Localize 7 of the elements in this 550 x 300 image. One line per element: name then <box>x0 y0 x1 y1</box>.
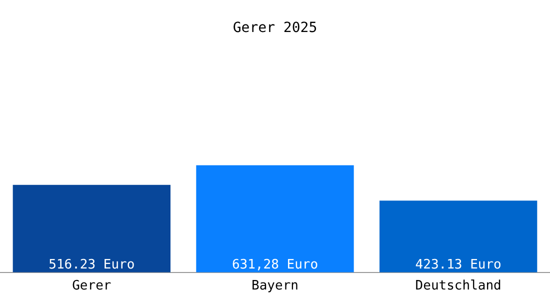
data-label: 423.13 Euro <box>415 257 502 272</box>
chart-title: Gerer 2025 <box>232 20 318 36</box>
data-label: 516.23 Euro <box>48 257 135 272</box>
x-tick-label: Gerer <box>72 278 112 294</box>
x-tick-label: Deutschland <box>415 278 502 294</box>
data-label: 631,28 Euro <box>232 257 318 272</box>
x-tick-label: Bayern <box>252 278 298 294</box>
